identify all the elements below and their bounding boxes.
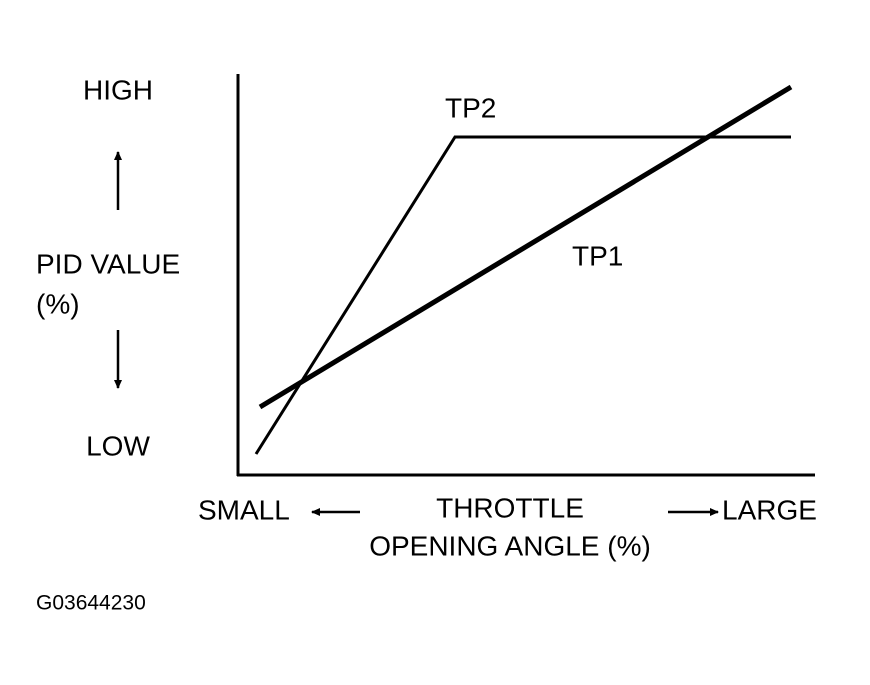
- tp2-line: [254, 135, 791, 455]
- high-label: HIGH: [83, 74, 153, 105]
- tp1-label: TP1: [572, 240, 623, 271]
- y-axis-unit: (%): [36, 288, 80, 319]
- small-label: SMALL: [198, 494, 290, 525]
- figure-id: G03644230: [36, 592, 146, 615]
- tp1-line: [258, 84, 793, 410]
- low-label: LOW: [86, 430, 150, 461]
- tp2-label: TP2: [445, 92, 496, 123]
- y-axis-label: PID VALUE: [36, 248, 180, 279]
- x-axis-label-2: OPENING ANGLE (%): [369, 530, 651, 561]
- x-axis-label: THROTTLE: [436, 492, 584, 523]
- large-label: LARGE: [722, 494, 817, 525]
